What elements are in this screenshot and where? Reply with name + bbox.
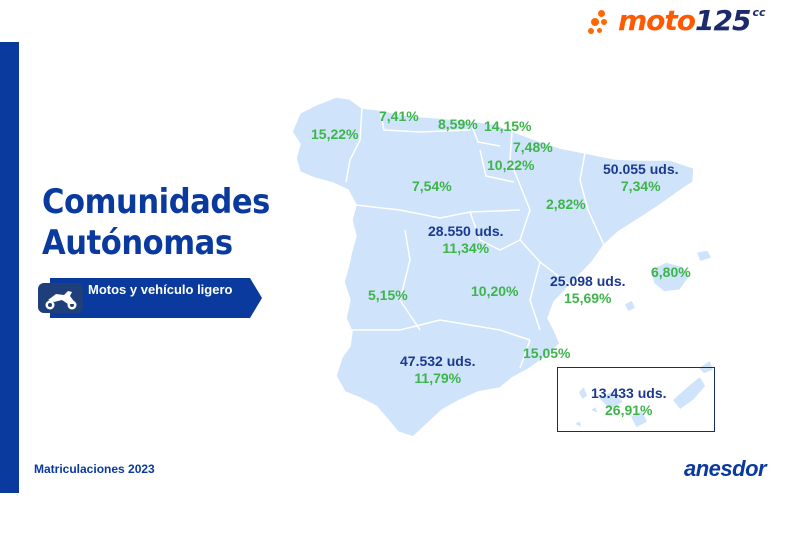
region-pct-asturias: 7,41% [379,108,419,124]
region-pct-la-rioja: 10,22% [487,157,535,173]
mallorca-shape [649,261,691,293]
title-line-1: Comunidades [42,182,270,222]
title-line-2: Autónomas [42,223,233,263]
region-label-asturias: 7,41% [379,108,419,125]
border-catalonia [579,152,605,246]
region-label-cataluna: 50.055 uds. 7,34% [603,161,679,195]
region-pct-navarra: 7,48% [513,139,553,155]
border-pais-vasco [469,120,501,147]
page-title: Comunidades Autónomas [42,182,270,264]
region-label-murcia: 15,05% [523,345,570,362]
border-galicia [345,107,363,183]
region-pct-valencia: 15,69% [564,290,612,306]
border-north-coast [379,109,471,133]
region-pct-baleares: 6,80% [651,264,691,280]
gran-canaria-shape [629,409,649,429]
region-pct-cataluna: 7,34% [620,178,661,194]
border-murcia [519,339,531,369]
fuerteventura-shape [671,375,707,411]
region-units-valencia: 25.098 uds. [550,273,626,289]
logo-number: 125 [695,4,751,37]
footer-caption: Matriculaciones 2023 [34,462,155,476]
region-label-andalucia: 47.532 uds. 11,79% [400,353,476,387]
peninsula-shape [291,96,695,438]
region-label-madrid: 28.550 uds. 11,34% [428,223,504,257]
border-extremadura [399,229,421,331]
region-label-navarra: 7,48% [513,139,553,156]
left-accent-bar [0,42,19,493]
region-pct-canarias: 26,91% [605,402,653,418]
region-units-andalucia: 47.532 uds. [400,353,476,369]
category-label: Motos y vehículo ligero [88,282,233,297]
category-badge: Motos y vehículo ligero [38,278,262,318]
border-andalucia [344,319,531,341]
region-label-valencia: 25.098 uds. 15,69% [550,273,626,307]
border-madrid [469,211,521,251]
region-label-cantabria: 8,59% [438,116,478,133]
tenerife-shape [597,389,625,411]
border-navarra [509,130,521,186]
region-pct-cantabria: 8,59% [438,116,478,132]
region-pct-madrid: 11,34% [442,240,490,256]
moto125-logo: moto 125 cc [588,4,766,40]
region-pct-pais-vasco: 14,15% [484,118,532,134]
motorcycle-icon [45,291,77,310]
region-pct-aragon: 2,82% [546,196,586,212]
region-pct-castilla-y-leon: 7,54% [412,178,452,194]
la-gomera-shape [589,405,599,415]
region-units-cataluna: 50.055 uds. [603,161,679,177]
category-badge-shape [38,278,262,318]
region-units-canarias: 13.433 uds. [591,385,667,401]
border-castilla-leon [355,204,521,219]
region-label-la-rioja: 10,22% [487,157,534,174]
logo-superscript: cc [752,6,766,19]
region-label-extremadura: 5,15% [368,287,408,304]
logo-dots-icon [588,8,618,38]
la-palma-shape [577,385,589,401]
region-label-pais-vasco: 14,15% [484,118,531,135]
region-label-aragon: 2,82% [546,196,586,213]
region-label-baleares: 6,80% [651,264,691,281]
region-label-canarias: 13.433 uds. 26,91% [591,385,667,419]
region-pct-castilla-la-mancha: 10,20% [471,283,519,299]
region-label-castilla-la-mancha: 10,20% [471,283,518,300]
logo-word: moto [618,4,696,37]
region-pct-murcia: 15,05% [523,345,571,361]
anesdor-logo: anesdor [684,456,767,481]
canary-islands-frame [557,367,715,432]
border-valencia [529,261,541,331]
region-units-madrid: 28.550 uds. [428,223,504,239]
region-pct-galicia: 15,22% [311,126,359,142]
menorca-shape [695,249,713,263]
ibiza-shape [623,299,637,313]
border-rioja [479,149,515,183]
region-pct-andalucia: 11,79% [414,370,462,386]
region-label-castilla-y-leon: 7,54% [412,178,452,195]
region-pct-extremadura: 5,15% [368,287,408,303]
region-label-galicia: 15,22% [311,126,358,143]
el-hierro-shape [573,419,583,429]
